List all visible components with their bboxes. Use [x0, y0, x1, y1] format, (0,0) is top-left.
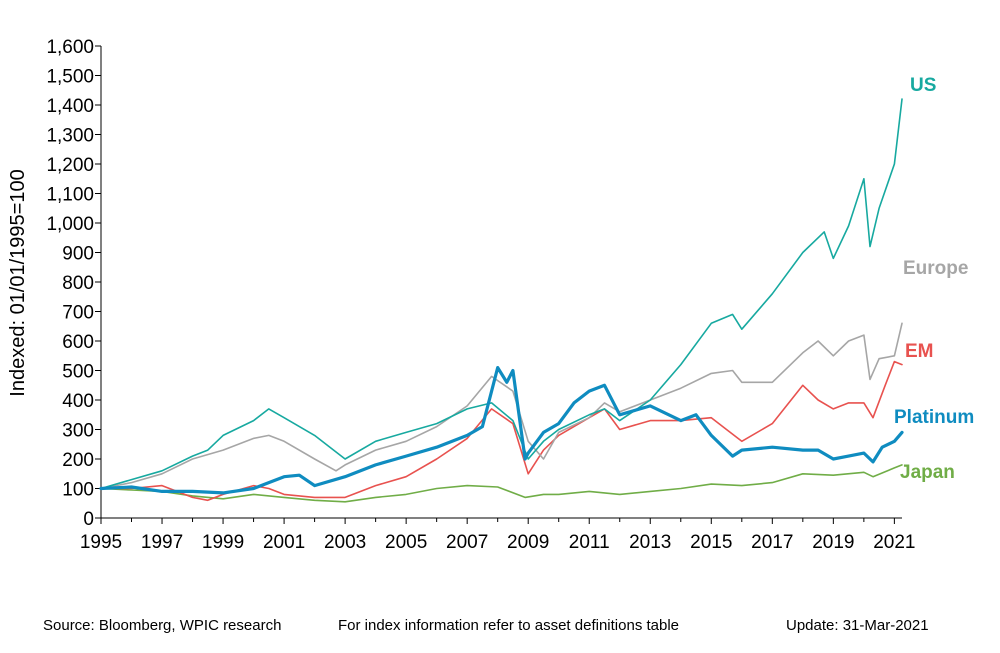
- series-line-us: [100, 98, 903, 490]
- y-tick-label: 1,200: [46, 155, 94, 176]
- x-tick-label: 2007: [446, 532, 488, 553]
- y-tick-label: 100: [62, 480, 94, 501]
- source-note: Source: Bloomberg, WPIC research: [43, 617, 282, 634]
- y-tick-label: 400: [62, 391, 94, 412]
- line-chart: Indexed: 01/01/1995=100 0 100 200 300 400 500…: [7, 37, 974, 553]
- x-tick-label: 1995: [80, 532, 122, 553]
- x-tick-label: 2013: [629, 532, 671, 553]
- series-label-em: EM: [905, 341, 934, 362]
- y-tick-label: 1,500: [46, 67, 94, 88]
- series-labels: US Europe EM Platinum Japan: [894, 75, 974, 483]
- series-line-japan: [100, 464, 903, 503]
- update-date: Update: 31-Mar-2021: [786, 617, 929, 634]
- series-group: [99, 98, 904, 503]
- y-tick-label: 1,400: [46, 96, 94, 117]
- index-info-note: For index information refer to asset def…: [338, 617, 680, 634]
- x-tick-label: 2005: [385, 532, 427, 553]
- series-label-europe: Europe: [903, 258, 968, 279]
- x-tick-label: 2009: [507, 532, 549, 553]
- y-tick-label: 800: [62, 273, 94, 294]
- y-tick-label: 1,300: [46, 126, 94, 147]
- axes: 0 100 200 300 400 500 600 700 800 900 1,000 1,100 1,…: [46, 37, 915, 553]
- y-tick-label: 600: [62, 332, 94, 353]
- y-axis-title: Indexed: 01/01/1995=100: [7, 169, 29, 396]
- y-tick-label: 1,000: [46, 214, 94, 235]
- series-line-europe: [100, 322, 903, 490]
- x-tick-label: 1997: [141, 532, 183, 553]
- x-tick-label: 2017: [751, 532, 793, 553]
- x-tick-label: 2019: [812, 532, 854, 553]
- series-line-platinum: [99, 366, 904, 495]
- y-tick-label: 500: [62, 362, 94, 383]
- series-label-japan: Japan: [900, 462, 955, 483]
- x-tick-label: 2021: [873, 532, 915, 553]
- y-tick-label: 700: [62, 303, 94, 324]
- x-tick-label: 2001: [263, 532, 305, 553]
- y-tick-label: 0: [83, 509, 94, 530]
- y-tick-label: 1,600: [46, 37, 94, 58]
- y-tick-label: 200: [62, 450, 94, 471]
- series-label-platinum: Platinum: [894, 407, 974, 428]
- x-tick-label: 1999: [202, 532, 244, 553]
- x-tick-label: 2003: [324, 532, 366, 553]
- x-tick-label: 2015: [690, 532, 732, 553]
- y-tick-label: 900: [62, 244, 94, 265]
- series-label-us: US: [910, 75, 936, 96]
- y-tick-label: 1,100: [46, 185, 94, 206]
- y-tick-label: 300: [62, 421, 94, 442]
- x-tick-label: 2011: [569, 532, 610, 553]
